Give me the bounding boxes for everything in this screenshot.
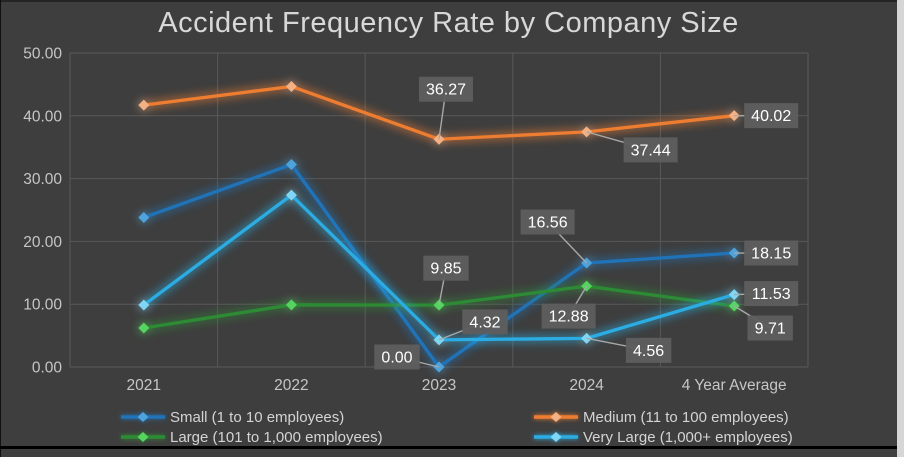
data-point-marker xyxy=(138,322,150,334)
data-label-box xyxy=(419,76,473,102)
data-label-box xyxy=(462,309,508,335)
y-axis-labels: 50.00 40.00 30.00 20.00 10.00 0.00 xyxy=(23,46,62,377)
y-axis-tick-label: 40.00 xyxy=(23,108,62,125)
x-axis-tick-label: 2023 xyxy=(422,377,456,394)
data-label-box xyxy=(623,137,678,163)
data-label-value: 4.32 xyxy=(469,314,500,331)
x-axis-tick-label: 2024 xyxy=(569,377,604,394)
data-label-box xyxy=(520,209,575,235)
worksheet-edge xyxy=(897,0,904,457)
data-label-value: 36.27 xyxy=(426,82,466,99)
data-point-marker xyxy=(138,212,150,224)
x-axis-labels: 2021 2022 2023 2024 4 Year Average xyxy=(127,377,787,394)
data-label-value: 18.15 xyxy=(751,246,791,263)
data-point-marker xyxy=(138,299,150,311)
y-axis-tick-label: 10.00 xyxy=(23,297,62,314)
data-label-box xyxy=(423,255,469,281)
series-large xyxy=(138,280,740,334)
data-label-value: 9.71 xyxy=(755,321,786,338)
data-label-value: 9.85 xyxy=(430,261,461,278)
data-label-box xyxy=(625,337,672,363)
data-point-marker xyxy=(285,299,297,311)
y-axis-tick-label: 30.00 xyxy=(23,171,62,188)
window-border-top xyxy=(0,0,904,2)
window-border-left xyxy=(0,0,1,457)
data-label-value: 16.56 xyxy=(528,215,568,232)
data-label-value: 12.88 xyxy=(549,309,589,326)
data-point-marker xyxy=(285,159,297,171)
data-label-box xyxy=(747,315,793,341)
data-label-value: 4.56 xyxy=(633,343,664,360)
data-label-box xyxy=(744,240,799,266)
data-label-box xyxy=(744,281,799,307)
data-label-value: 11.53 xyxy=(752,286,791,303)
y-axis-tick-label: 50.00 xyxy=(23,46,62,63)
window-border-bottom xyxy=(0,446,897,449)
data-label-box xyxy=(541,303,596,329)
data-label-value: 37.44 xyxy=(631,142,671,159)
data-point-marker xyxy=(138,99,150,111)
y-axis-tick-label: 20.00 xyxy=(23,234,62,251)
data-label-box xyxy=(744,103,799,129)
data-labels: 0.00 16.56 18.15 36.27 37.44 40.02 9.85 12.88 9.… xyxy=(374,76,799,370)
x-axis-tick-label: 2021 xyxy=(127,377,161,394)
data-point-marker xyxy=(285,189,297,201)
x-axis-tick-label: 2022 xyxy=(274,377,308,394)
data-label-box xyxy=(374,344,420,370)
data-point-marker xyxy=(285,80,297,92)
x-axis-tick-label: 4 Year Average xyxy=(682,377,787,394)
chart-title: Accident Frequency Rate by Company Size xyxy=(158,7,739,39)
data-label-value: 0.00 xyxy=(381,350,412,367)
data-label-value: 40.02 xyxy=(751,108,791,125)
y-axis-tick-label: 0.00 xyxy=(32,360,63,377)
